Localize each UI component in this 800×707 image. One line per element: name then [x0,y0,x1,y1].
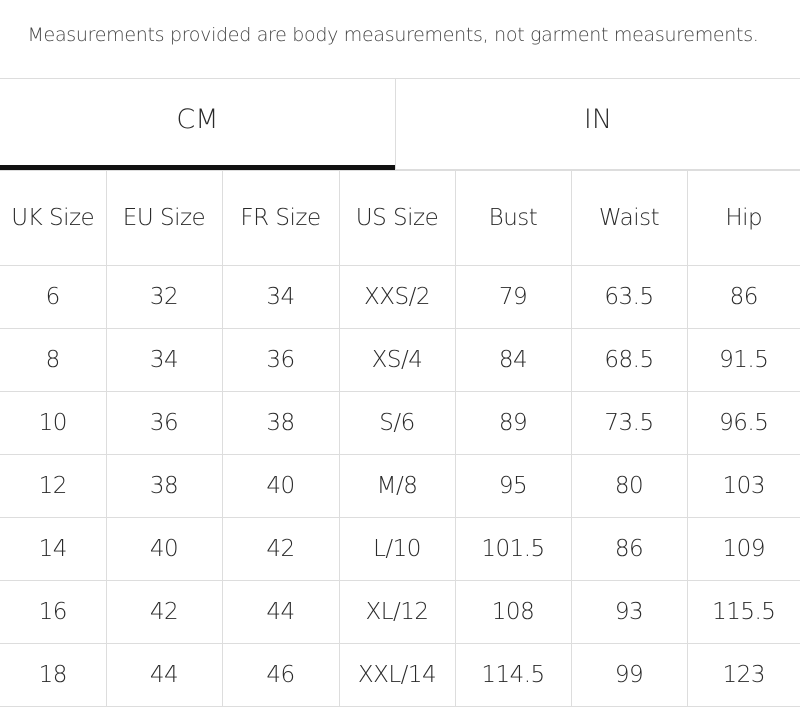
table-cell: 44 [105,643,223,707]
table-cell: 10 [0,391,107,455]
table-body: 6 32 34 XXS/2 79 63.5 86 8 34 36 XS/4 84 68.5 91.5 10 3… [0,265,800,707]
header-row: UK Size EU Size FR Size US Size Bust Waist Hip [0,170,800,266]
table-row: 12 38 40 M/8 95 80 103 [0,454,800,518]
table-cell: 80 [570,454,688,518]
column-header: Bust [454,170,572,266]
table-cell: 34 [221,265,340,329]
table-cell: 36 [105,391,223,455]
column-header: Waist [570,170,688,266]
table-cell: 8 [0,328,107,392]
table-row: 8 34 36 XS/4 84 68.5 91.5 [0,328,800,392]
table-cell: 46 [221,643,340,707]
table-cell: 42 [105,580,223,644]
table-cell: 115.5 [686,580,800,644]
table-cell: 68.5 [570,328,688,392]
column-header: Hip [686,170,800,266]
table-cell: 73.5 [570,391,688,455]
tab-cm[interactable]: CM [0,79,395,170]
table-cell: M/8 [338,454,456,518]
table-cell: 86 [686,265,800,329]
table-cell: 93 [570,580,688,644]
table-cell: L/10 [338,517,456,581]
column-header: EU Size [105,170,223,266]
column-header: UK Size [0,170,107,266]
table-cell: 95 [454,454,572,518]
table-cell: 99 [570,643,688,707]
column-header: FR Size [221,170,340,266]
table-cell: 36 [221,328,340,392]
table-cell: 84 [454,328,572,392]
table-cell: XXL/14 [338,643,456,707]
table-cell: 101.5 [454,517,572,581]
unit-tabs: CM IN [0,78,800,170]
table-cell: 40 [105,517,223,581]
table-cell: XL/12 [338,580,456,644]
table-row: 6 32 34 XXS/2 79 63.5 86 [0,265,800,329]
table-row: 18 44 46 XXL/14 114.5 99 123 [0,643,800,707]
size-table: UK Size EU Size FR Size US Size Bust Waist Hip… [0,170,800,707]
table-cell: 103 [686,454,800,518]
table-cell: S/6 [338,391,456,455]
table-cell: 108 [454,580,572,644]
table-cell: 18 [0,643,107,707]
note: Measurements provided are body measureme… [27,24,759,46]
table-cell: XXS/2 [338,265,456,329]
table-cell: 123 [686,643,800,707]
table-cell: 86 [570,517,688,581]
table-cell: XS/4 [338,328,456,392]
table-cell: 12 [0,454,107,518]
table-cell: 16 [0,580,107,644]
table-cell: 91.5 [686,328,800,392]
table-cell: 14 [0,517,107,581]
table-cell: 44 [221,580,340,644]
table-row: 10 36 38 S/6 89 73.5 96.5 [0,391,800,455]
table-cell: 63.5 [570,265,688,329]
table-cell: 38 [221,391,340,455]
table-cell: 79 [454,265,572,329]
column-header: US Size [338,170,456,266]
table-cell: 32 [105,265,223,329]
table-cell: 38 [105,454,223,518]
table-cell: 114.5 [454,643,572,707]
table-cell: 109 [686,517,800,581]
table-cell: 42 [221,517,340,581]
tab-in[interactable]: IN [395,79,800,170]
table-row: 16 42 44 XL/12 108 93 115.5 [0,580,800,644]
table-cell: 6 [0,265,107,329]
table-row: 14 40 42 L/10 101.5 86 109 [0,517,800,581]
table-cell: 40 [221,454,340,518]
table-cell: 96.5 [686,391,800,455]
table-cell: 89 [454,391,572,455]
table-cell: 34 [105,328,223,392]
